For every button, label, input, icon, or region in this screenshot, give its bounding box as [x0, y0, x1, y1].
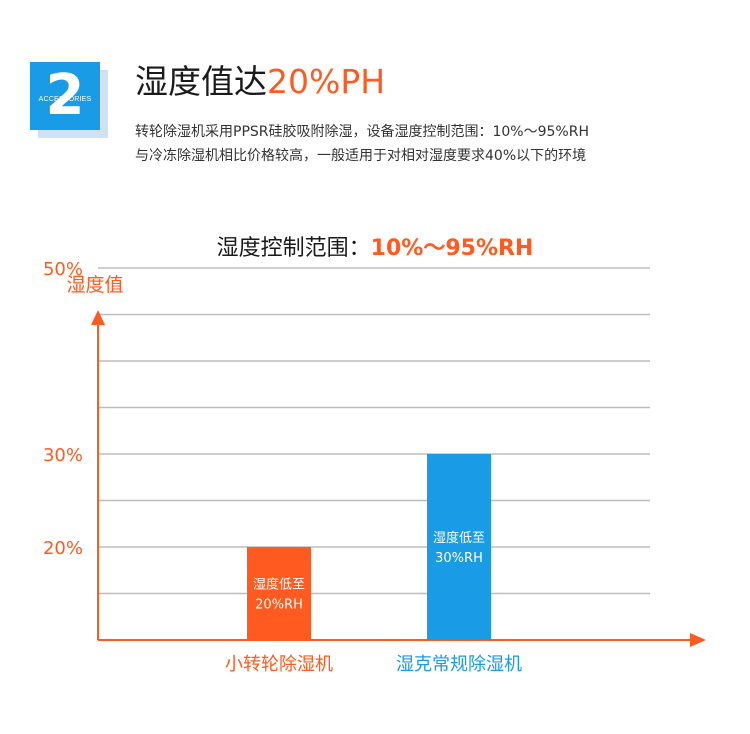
- chart-title: 湿度控制范围：10%～95%RH: [0, 232, 750, 266]
- y-tick-label: 30%: [43, 445, 83, 466]
- bar-data-label: 20%RH: [255, 598, 303, 613]
- x-category-label: 小转轮除湿机: [225, 654, 333, 675]
- bar-data-label: 湿度低至: [433, 530, 485, 546]
- bar: [427, 454, 491, 640]
- y-axis-arrow: [91, 310, 105, 325]
- description-line-2: 与冷冻除湿机相比价格较高，一般适用于对相对湿度要求40%以下的环境: [135, 148, 587, 164]
- badge-label: ACCESSORIES: [38, 96, 92, 103]
- description-line-1: 转轮除湿机采用PPSR硅胶吸附除湿，设备湿度控制范围：10%～95%RH: [135, 124, 589, 140]
- chart-title-prefix: 湿度控制范围：: [216, 236, 371, 261]
- bar-data-label: 30%RH: [435, 551, 483, 566]
- title-highlight: 20%PH: [267, 62, 386, 101]
- bar: [247, 547, 311, 640]
- title-prefix: 湿度值达: [135, 62, 267, 101]
- y-tick-label: 20%: [43, 538, 83, 559]
- page-title: 湿度值达20%PH: [135, 60, 385, 104]
- badge-number: 2: [45, 63, 85, 128]
- y-tick-label: 50%: [43, 259, 83, 280]
- x-axis-arrow: [690, 633, 706, 647]
- section-badge: 2 ACCESSORIES: [30, 62, 100, 130]
- x-category-label: 湿克常规除湿机: [396, 654, 522, 675]
- chart-title-highlight: 10%～95%RH: [370, 236, 534, 261]
- y-axis-label: 湿度值: [66, 274, 123, 296]
- bar-data-label: 湿度低至: [253, 577, 305, 593]
